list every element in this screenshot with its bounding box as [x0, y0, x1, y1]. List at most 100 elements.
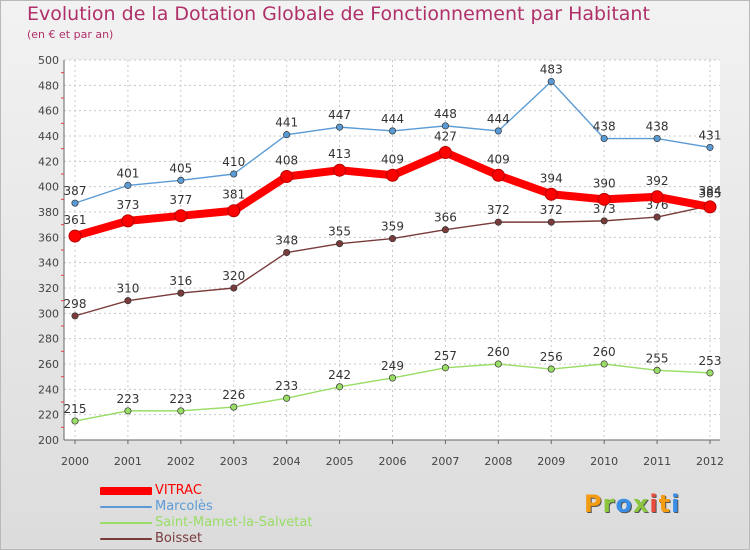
- data-label: 385: [699, 187, 722, 201]
- y-tick-label: 240: [38, 383, 59, 396]
- x-tick-label: 2006: [379, 455, 407, 468]
- logo-letter: t: [658, 490, 672, 518]
- data-point: [388, 127, 397, 135]
- logo-letter: o: [615, 490, 633, 518]
- x-tick-label: 2009: [537, 455, 565, 468]
- data-point: [71, 312, 79, 320]
- y-tick-label: 260: [38, 358, 59, 371]
- data-label: 256: [540, 350, 563, 364]
- y-tick-label: 280: [38, 333, 59, 346]
- x-tick-label: 2001: [114, 455, 142, 468]
- data-point: [441, 364, 449, 372]
- data-label: 438: [593, 120, 616, 134]
- data-label: 431: [699, 128, 722, 142]
- data-label: 441: [275, 116, 298, 130]
- data-label: 394: [540, 171, 563, 185]
- x-tick-label: 2011: [643, 455, 671, 468]
- data-label: 483: [540, 63, 563, 77]
- data-label: 233: [275, 379, 298, 393]
- chart-title: Evolution de la Dotation Globale de Fonc…: [27, 3, 650, 25]
- data-label: 226: [222, 388, 245, 402]
- data-label: 260: [487, 345, 510, 359]
- x-tick-label: 2004: [273, 455, 301, 468]
- data-label: 310: [116, 282, 139, 296]
- data-point: [388, 235, 397, 243]
- data-point: [280, 170, 294, 184]
- data-label: 253: [699, 354, 722, 368]
- x-tick-label: 2010: [590, 455, 618, 468]
- data-point: [71, 199, 79, 207]
- data-label: 249: [381, 359, 404, 373]
- legend-label: VITRAC: [155, 483, 202, 498]
- data-label: 409: [381, 152, 404, 166]
- data-label: 260: [593, 345, 616, 359]
- data-point: [336, 123, 344, 131]
- data-label: 444: [381, 112, 404, 126]
- legend-swatch: [100, 522, 152, 524]
- data-point: [547, 218, 555, 226]
- x-tick-label: 2002: [167, 455, 195, 468]
- data-point: [597, 192, 611, 206]
- data-label: 255: [646, 351, 669, 365]
- data-point: [600, 134, 608, 143]
- x-tick-label: 2005: [326, 455, 354, 468]
- data-point: [174, 209, 188, 223]
- logo-letter: i: [671, 490, 681, 518]
- data-label: 215: [64, 402, 87, 416]
- x-tick-label: 2000: [61, 455, 89, 468]
- data-point: [177, 289, 185, 297]
- data-point: [124, 181, 132, 189]
- data-label: 427: [434, 129, 457, 143]
- data-point: [121, 214, 135, 228]
- data-label: 438: [646, 120, 669, 134]
- data-label: 448: [434, 107, 457, 121]
- data-point: [177, 176, 185, 184]
- y-tick-label: 360: [38, 231, 59, 244]
- y-tick-label: 340: [38, 257, 59, 270]
- legend-label: Saint-Mamet-la-Salvetat: [155, 515, 313, 530]
- data-point: [653, 366, 661, 374]
- data-label: 320: [222, 269, 245, 283]
- y-tick-label: 300: [38, 307, 59, 320]
- data-point: [177, 407, 185, 415]
- data-label: 316: [169, 274, 192, 288]
- data-point: [706, 143, 714, 151]
- data-point: [283, 248, 291, 257]
- data-label: 373: [116, 198, 139, 212]
- data-point: [227, 204, 241, 218]
- data-label: 387: [64, 184, 87, 198]
- data-label: 361: [64, 213, 87, 227]
- data-point: [386, 168, 399, 182]
- data-point: [230, 170, 238, 178]
- legend-label: Boisset: [155, 531, 203, 546]
- data-point: [230, 403, 238, 411]
- data-label: 257: [434, 349, 457, 363]
- chart-subtitle: (en € et par an): [27, 28, 114, 41]
- data-point: [71, 417, 79, 425]
- data-label: 381: [222, 188, 245, 202]
- y-tick-label: 320: [38, 282, 59, 295]
- data-point: [388, 374, 397, 382]
- legend-swatch: [100, 538, 152, 540]
- y-tick-label: 460: [38, 105, 59, 118]
- data-point: [124, 407, 132, 415]
- data-point: [494, 360, 502, 368]
- data-point: [494, 127, 502, 135]
- logo-letter: x: [632, 490, 650, 518]
- data-point: [706, 369, 714, 377]
- data-label: 348: [275, 234, 298, 248]
- logo-letter: P: [584, 490, 603, 518]
- data-point: [491, 168, 505, 182]
- data-label: 410: [222, 155, 245, 169]
- data-label: 242: [328, 368, 351, 382]
- data-label: 390: [593, 176, 616, 190]
- data-label: 384: [699, 184, 722, 198]
- data-label: 447: [328, 108, 351, 122]
- data-point: [336, 240, 344, 248]
- data-point: [230, 284, 238, 292]
- data-label: 298: [64, 297, 87, 311]
- data-point: [336, 383, 344, 391]
- x-tick-label: 2007: [431, 455, 459, 468]
- x-tick-label: 2003: [220, 455, 248, 468]
